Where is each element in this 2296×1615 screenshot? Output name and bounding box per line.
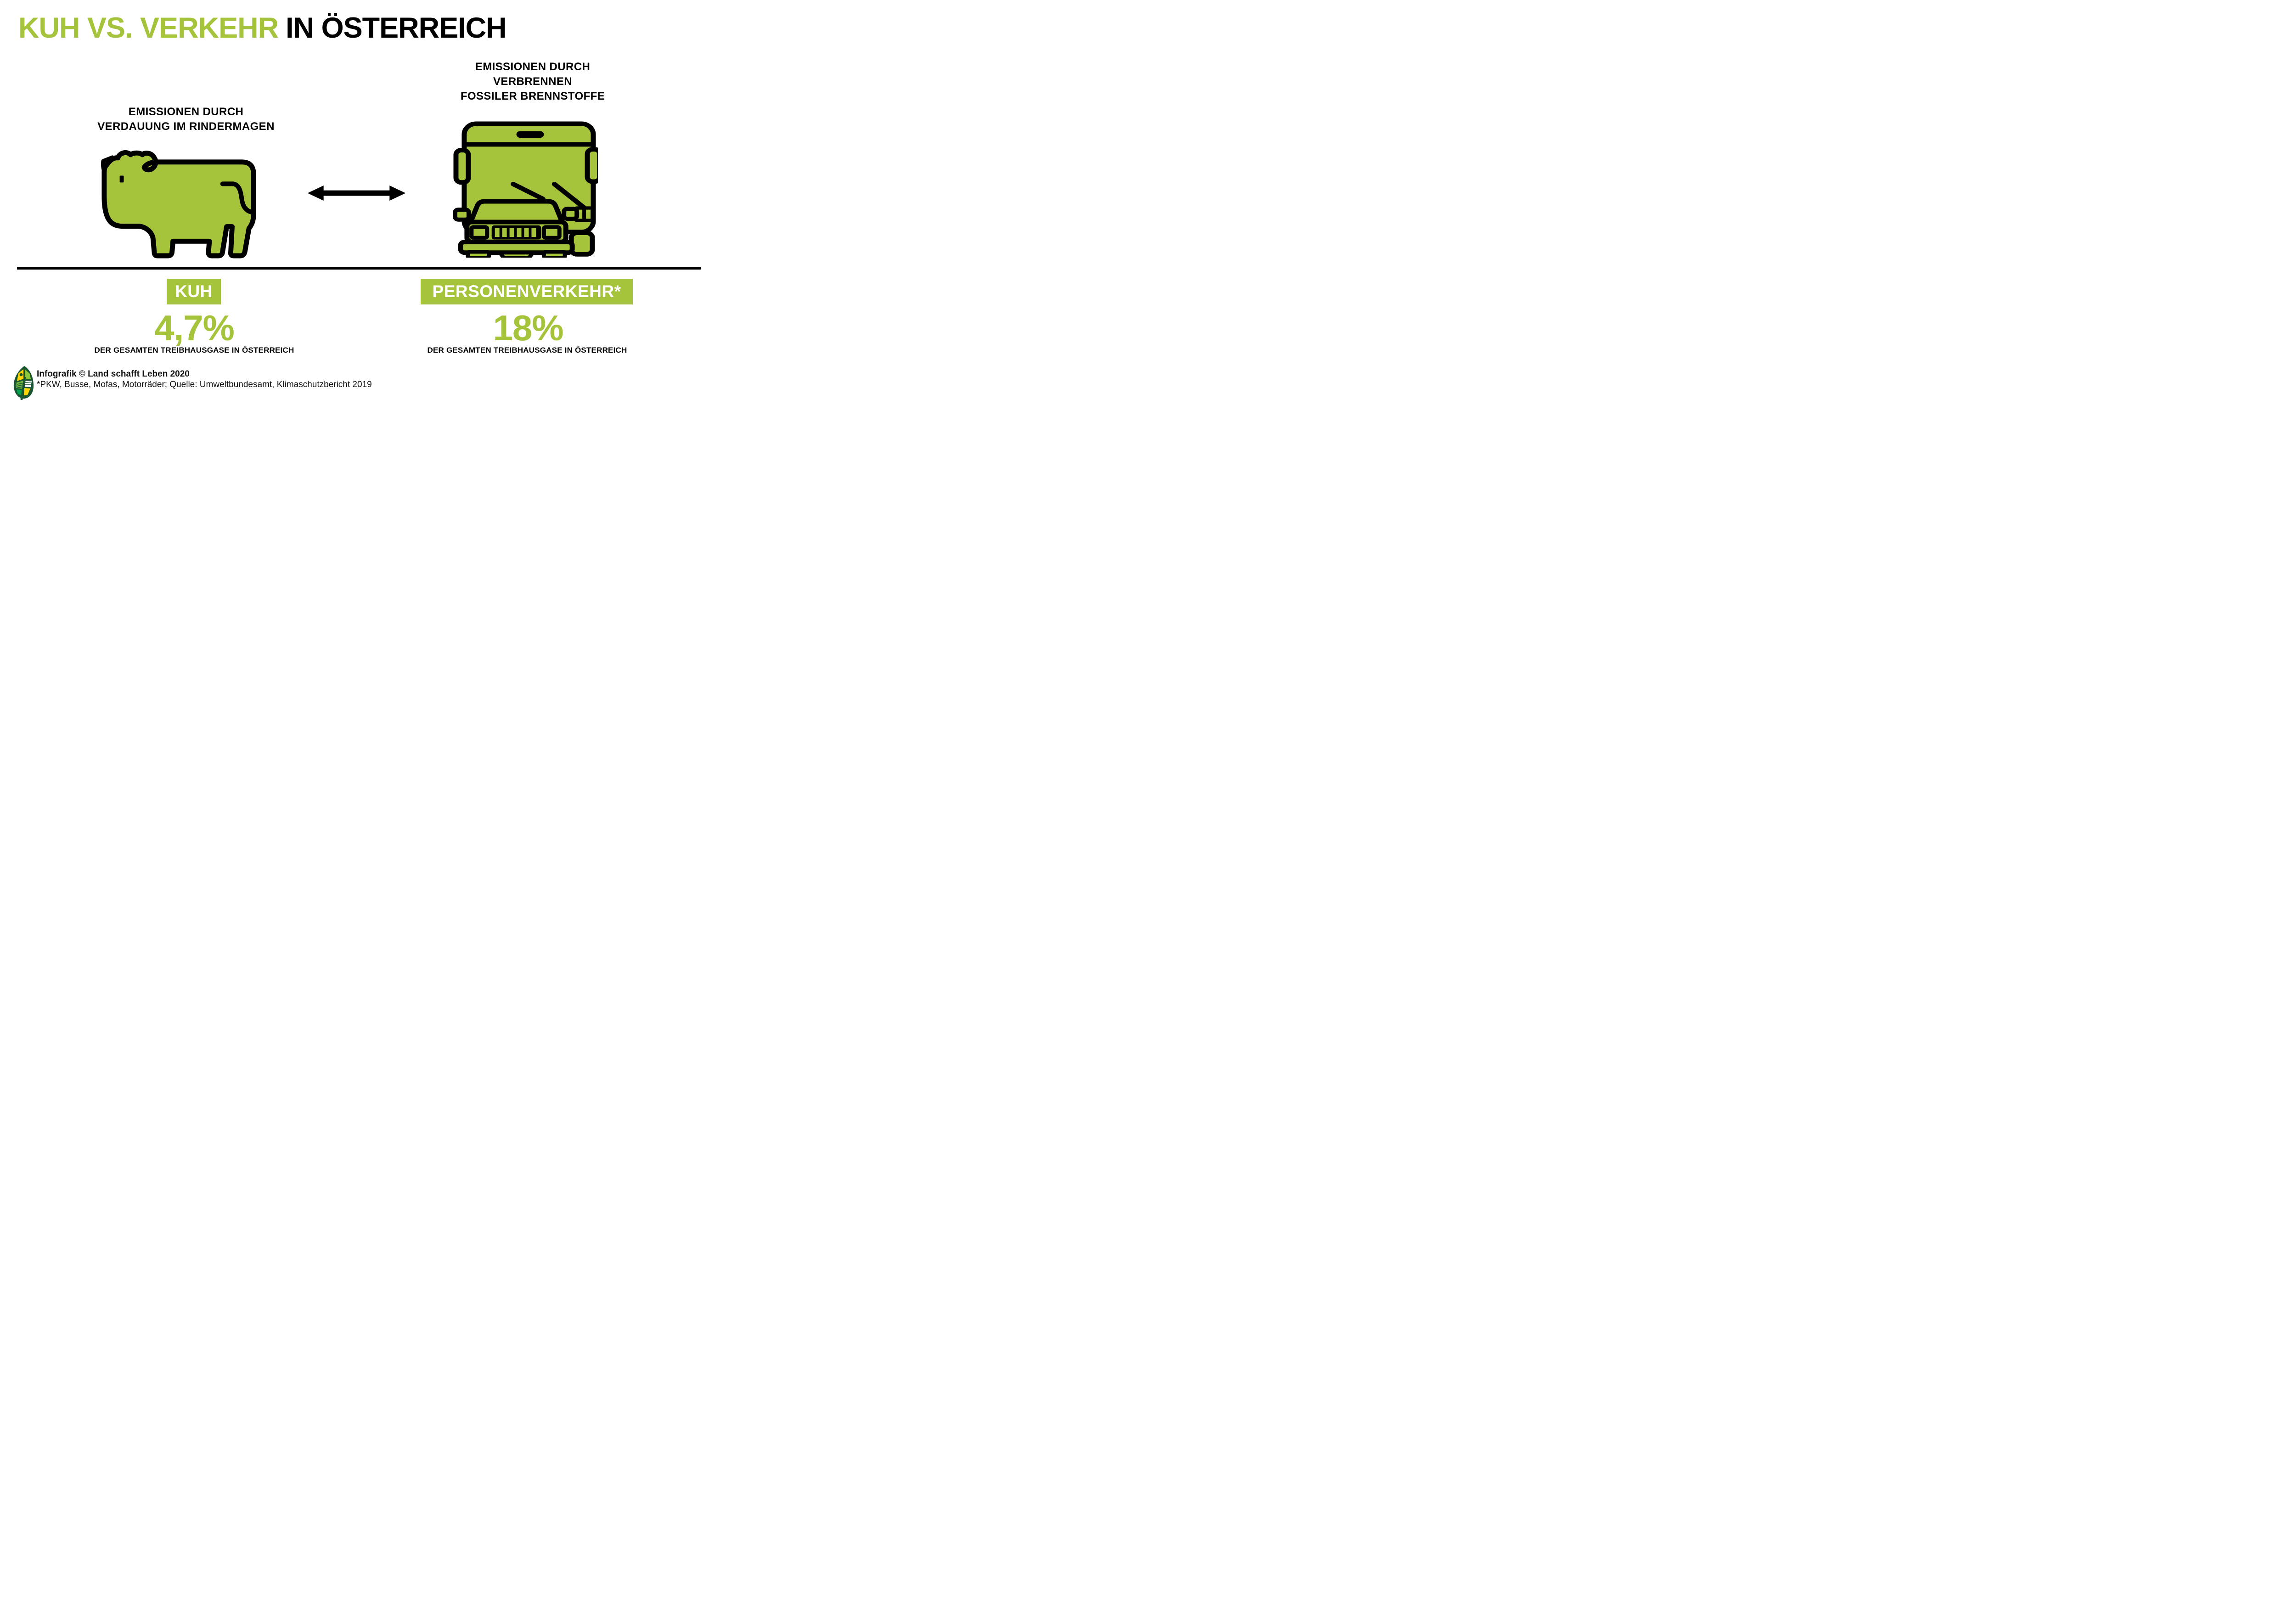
traffic-emissions-label-line3: FOSSILER BRENNSTOFFE bbox=[460, 90, 605, 102]
footer-source-note: *PKW, Busse, Mofas, Motorräder; Quelle: … bbox=[37, 380, 372, 389]
leaf-logo bbox=[12, 365, 35, 400]
cow-percentage-value: 4,7% bbox=[154, 308, 235, 348]
cow-percentage-caption: DER GESAMTEN TREIBHAUSGASE IN ÖSTERREICH bbox=[94, 346, 294, 355]
cow-icon bbox=[99, 148, 258, 259]
cow-emissions-label: EMISSIONEN DURCH VERDAUUNG IM RINDERMAGE… bbox=[69, 105, 303, 134]
cow-emissions-label-line2: VERDAUUNG IM RINDERMAGEN bbox=[97, 120, 275, 133]
footer-credit: Infografik © Land schafft Leben 2020 bbox=[37, 369, 190, 379]
bus-car-icon bbox=[451, 121, 602, 260]
traffic-percentage-caption: DER GESAMTEN TREIBHAUSGASE IN ÖSTERREICH bbox=[427, 346, 627, 355]
traffic-emissions-label: EMISSIONEN DURCH VERBRENNEN FOSSILER BRE… bbox=[416, 60, 650, 104]
cow-emissions-label-line1: EMISSIONEN DURCH bbox=[128, 106, 244, 118]
infographic-canvas: KUH VS. VERKEHR IN ÖSTERREICH EMISSIONEN … bbox=[0, 0, 720, 405]
page-title-highlight: KUH VS. VERKEHR bbox=[18, 12, 279, 44]
page-title-rest: IN ÖSTERREICH bbox=[286, 12, 507, 44]
category-badge-personenverkehr: PERSONENVERKEHR* bbox=[421, 279, 633, 304]
divider-line bbox=[17, 267, 701, 270]
page-title: KUH VS. VERKEHR IN ÖSTERREICH bbox=[18, 12, 507, 44]
category-badge-kuh: KUH bbox=[167, 279, 221, 304]
double-arrow-icon bbox=[306, 186, 407, 201]
traffic-emissions-label-line2: VERBRENNEN bbox=[493, 75, 573, 88]
traffic-percentage-value: 18% bbox=[493, 308, 563, 348]
traffic-emissions-label-line1: EMISSIONEN DURCH bbox=[475, 61, 591, 73]
